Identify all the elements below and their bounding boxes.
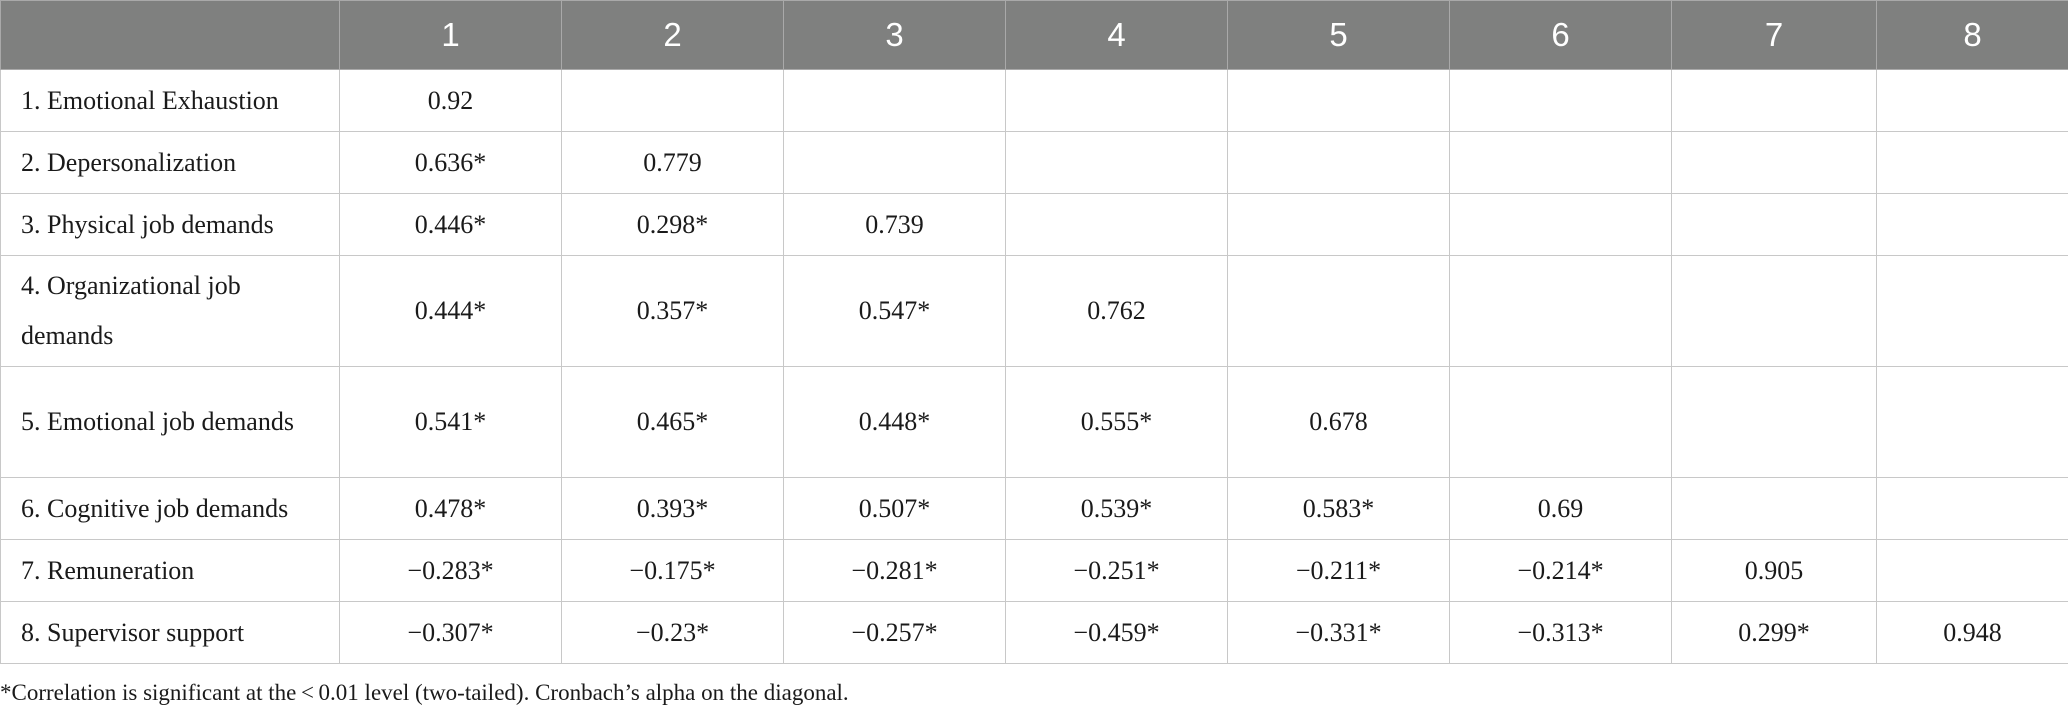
table-row: 3. Physical job demands 0.446* 0.298* 0.… [0, 193, 2068, 256]
table-cell: 0.636* [339, 131, 562, 194]
table-cell: 0.465* [561, 366, 784, 478]
table-cell [561, 69, 784, 132]
row-label: 4. Organizational job demands [0, 255, 340, 367]
table-row: 6. Cognitive job demands 0.478* 0.393* 0… [0, 477, 2068, 540]
table-cell: −0.459* [1005, 601, 1228, 664]
column-header-6: 6 [1449, 0, 1672, 70]
table-cell: 0.507* [783, 477, 1006, 540]
table-cell: −0.307* [339, 601, 562, 664]
row-label: 1. Emotional Exhaustion [0, 69, 340, 132]
table-cell [1449, 131, 1672, 194]
table-cell: 0.678 [1227, 366, 1450, 478]
table-cell: 0.446* [339, 193, 562, 256]
table-cell: −0.281* [783, 539, 1006, 602]
row-label: 3. Physical job demands [0, 193, 340, 256]
table-cell [1671, 366, 1877, 478]
table-cell [1005, 193, 1228, 256]
table-cell [1671, 255, 1877, 367]
table-cell [1671, 193, 1877, 256]
table-cell [1449, 193, 1672, 256]
table-row: 4. Organizational job demands 0.444* 0.3… [0, 255, 2068, 367]
table-cell [1876, 539, 2068, 602]
table-cell: −0.257* [783, 601, 1006, 664]
column-header-2: 2 [561, 0, 784, 70]
table-cell: 0.739 [783, 193, 1006, 256]
table-cell: −0.214* [1449, 539, 1672, 602]
table-cell [1005, 131, 1228, 194]
column-header-1: 1 [339, 0, 562, 70]
table-cell: −0.23* [561, 601, 784, 664]
table-cell [1671, 131, 1877, 194]
table-cell [1449, 255, 1672, 367]
table-cell: 0.69 [1449, 477, 1672, 540]
header-row: 1 2 3 4 5 6 7 8 [0, 0, 2068, 70]
table-cell [783, 69, 1006, 132]
column-header-5: 5 [1227, 0, 1450, 70]
table-cell [1876, 131, 2068, 194]
table-row: 7. Remuneration −0.283* −0.175* −0.281* … [0, 539, 2068, 602]
table-cell: 0.541* [339, 366, 562, 478]
table-row: 5. Emotional job demands 0.541* 0.465* 0… [0, 366, 2068, 478]
row-label: 5. Emotional job demands [0, 366, 340, 478]
table-row: 8. Supervisor support −0.307* −0.23* −0.… [0, 601, 2068, 664]
table-cell: −0.251* [1005, 539, 1228, 602]
table-cell: −0.283* [339, 539, 562, 602]
table-cell [1227, 69, 1450, 132]
column-header-8: 8 [1876, 0, 2068, 70]
table-cell: 0.298* [561, 193, 784, 256]
row-label: 2. Depersonalization [0, 131, 340, 194]
table-cell: 0.555* [1005, 366, 1228, 478]
table-cell: 0.779 [561, 131, 784, 194]
column-header-3: 3 [783, 0, 1006, 70]
table-cell [1227, 131, 1450, 194]
table-container: 1 2 3 4 5 6 7 8 1. Emotional Exhaustion … [0, 0, 2068, 664]
table-cell: 0.583* [1227, 477, 1450, 540]
table-cell [1227, 193, 1450, 256]
table-cell: 0.448* [783, 366, 1006, 478]
table-cell: 0.948 [1876, 601, 2068, 664]
table-cell: 0.547* [783, 255, 1006, 367]
table-cell [1876, 69, 2068, 132]
table-cell: 0.762 [1005, 255, 1228, 367]
table-cell: 0.539* [1005, 477, 1228, 540]
column-header-7: 7 [1671, 0, 1877, 70]
table-cell: 0.905 [1671, 539, 1877, 602]
table-cell [1671, 477, 1877, 540]
table-cell: −0.211* [1227, 539, 1450, 602]
table-cell: 0.393* [561, 477, 784, 540]
row-label: 8. Supervisor support [0, 601, 340, 664]
table-cell [1876, 255, 2068, 367]
table-cell: 0.444* [339, 255, 562, 367]
table-cell [783, 131, 1006, 194]
table-cell [1876, 366, 2068, 478]
row-label: 7. Remuneration [0, 539, 340, 602]
correlation-table: 1 2 3 4 5 6 7 8 1. Emotional Exhaustion … [0, 0, 2068, 664]
table-cell [1227, 255, 1450, 367]
table-cell: −0.331* [1227, 601, 1450, 664]
table-cell [1449, 366, 1672, 478]
table-cell [1005, 69, 1228, 132]
table-footnote: *Correlation is significant at the < 0.0… [0, 680, 849, 705]
table-cell [1671, 69, 1877, 132]
table-row: 1. Emotional Exhaustion 0.92 [0, 69, 2068, 132]
table-cell: −0.175* [561, 539, 784, 602]
table-cell [1449, 69, 1672, 132]
table-cell [1876, 477, 2068, 540]
table-cell: 0.92 [339, 69, 562, 132]
table-cell: 0.357* [561, 255, 784, 367]
row-label: 6. Cognitive job demands [0, 477, 340, 540]
column-header-4: 4 [1005, 0, 1228, 70]
table-cell: 0.478* [339, 477, 562, 540]
column-header-blank [0, 0, 340, 70]
table-cell: 0.299* [1671, 601, 1877, 664]
table-cell [1876, 193, 2068, 256]
table-cell: −0.313* [1449, 601, 1672, 664]
table-row: 2. Depersonalization 0.636* 0.779 [0, 131, 2068, 194]
